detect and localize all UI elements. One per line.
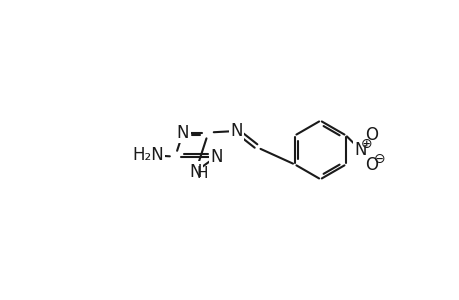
Text: H: H bbox=[196, 166, 208, 181]
Text: N: N bbox=[353, 141, 366, 159]
Text: O: O bbox=[365, 156, 378, 174]
Text: N: N bbox=[189, 163, 202, 181]
Text: O: O bbox=[365, 126, 378, 144]
Text: ⊖: ⊖ bbox=[373, 152, 385, 166]
Text: ⊕: ⊕ bbox=[360, 137, 372, 151]
Text: N: N bbox=[209, 148, 222, 166]
Text: N: N bbox=[230, 122, 243, 140]
Text: H₂N: H₂N bbox=[132, 146, 164, 164]
Text: N: N bbox=[176, 124, 189, 142]
